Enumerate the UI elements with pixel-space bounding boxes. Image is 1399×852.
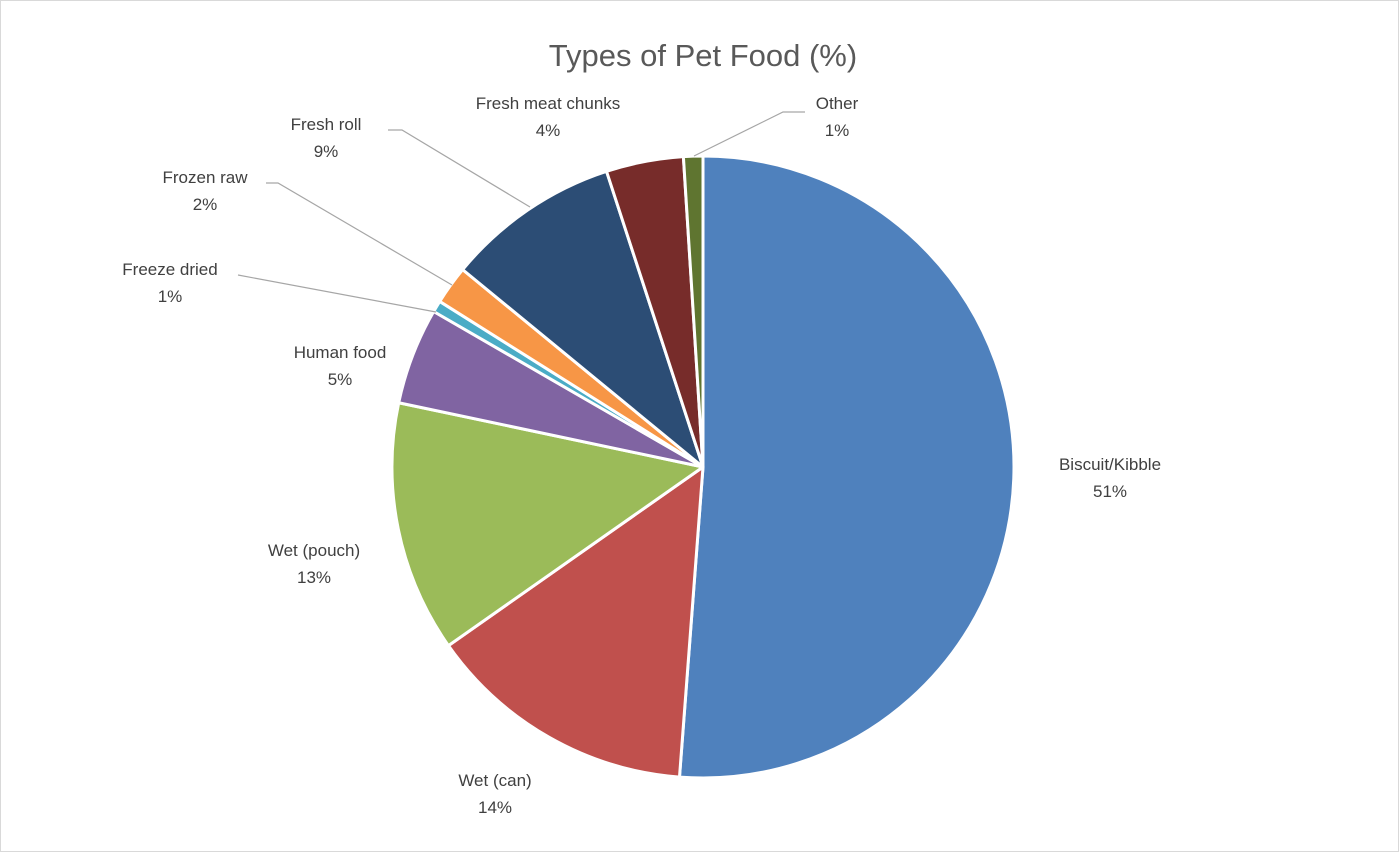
data-label: Wet (pouch) 13%: [268, 541, 360, 587]
data-label: Wet (can) 14%: [458, 771, 531, 817]
data-label-percent: 5%: [328, 370, 353, 389]
data-label-category: Fresh roll: [291, 115, 362, 134]
chart-title: Types of Pet Food (%): [549, 38, 857, 73]
pie-slice-wet-pouch-: [390, 401, 705, 648]
data-label-category: Fresh meat chunks: [476, 94, 621, 113]
data-label: Frozen raw 2%: [162, 168, 248, 214]
leader-line: [237, 274, 437, 313]
pie-slices: [390, 154, 1016, 780]
pie-slice-biscuit-kibble: [677, 154, 1016, 780]
data-label: Human food 5%: [294, 343, 387, 389]
leader-line: [388, 129, 531, 208]
pie-slice-wet-can-: [446, 465, 705, 779]
leader-lines: [237, 111, 805, 313]
data-label-percent: 1%: [158, 287, 183, 306]
data-label-category: Wet (pouch): [268, 541, 360, 560]
data-label-category: Freeze dried: [122, 260, 217, 279]
data-label: Biscuit/Kibble 51%: [1059, 455, 1161, 501]
pie-slice-fresh-roll: [461, 169, 705, 469]
data-label-percent: 9%: [314, 142, 339, 161]
data-label-category: Biscuit/Kibble: [1059, 455, 1161, 474]
data-label-percent: 2%: [193, 195, 218, 214]
data-label-percent: 13%: [297, 568, 331, 587]
data-label-percent: 4%: [536, 121, 561, 140]
data-label-percent: 51%: [1093, 482, 1127, 501]
data-label-category: Human food: [294, 343, 387, 362]
data-label-category: Wet (can): [458, 771, 531, 790]
data-label: Other 1%: [816, 94, 859, 140]
data-label: Fresh meat chunks 4%: [476, 94, 621, 140]
leader-line: [266, 182, 453, 286]
pie-slice-other: [681, 154, 705, 469]
data-label-percent: 1%: [825, 121, 850, 140]
data-label: Fresh roll 9%: [291, 115, 362, 161]
data-label-category: Other: [816, 94, 859, 113]
data-label-percent: 14%: [478, 798, 512, 817]
data-label-category: Frozen raw: [162, 168, 248, 187]
data-labels: Biscuit/Kibble 51% Wet (can) 14% Wet (pouch)…: [122, 94, 1161, 817]
leader-line: [693, 111, 805, 157]
data-label: Freeze dried 1%: [122, 260, 217, 306]
